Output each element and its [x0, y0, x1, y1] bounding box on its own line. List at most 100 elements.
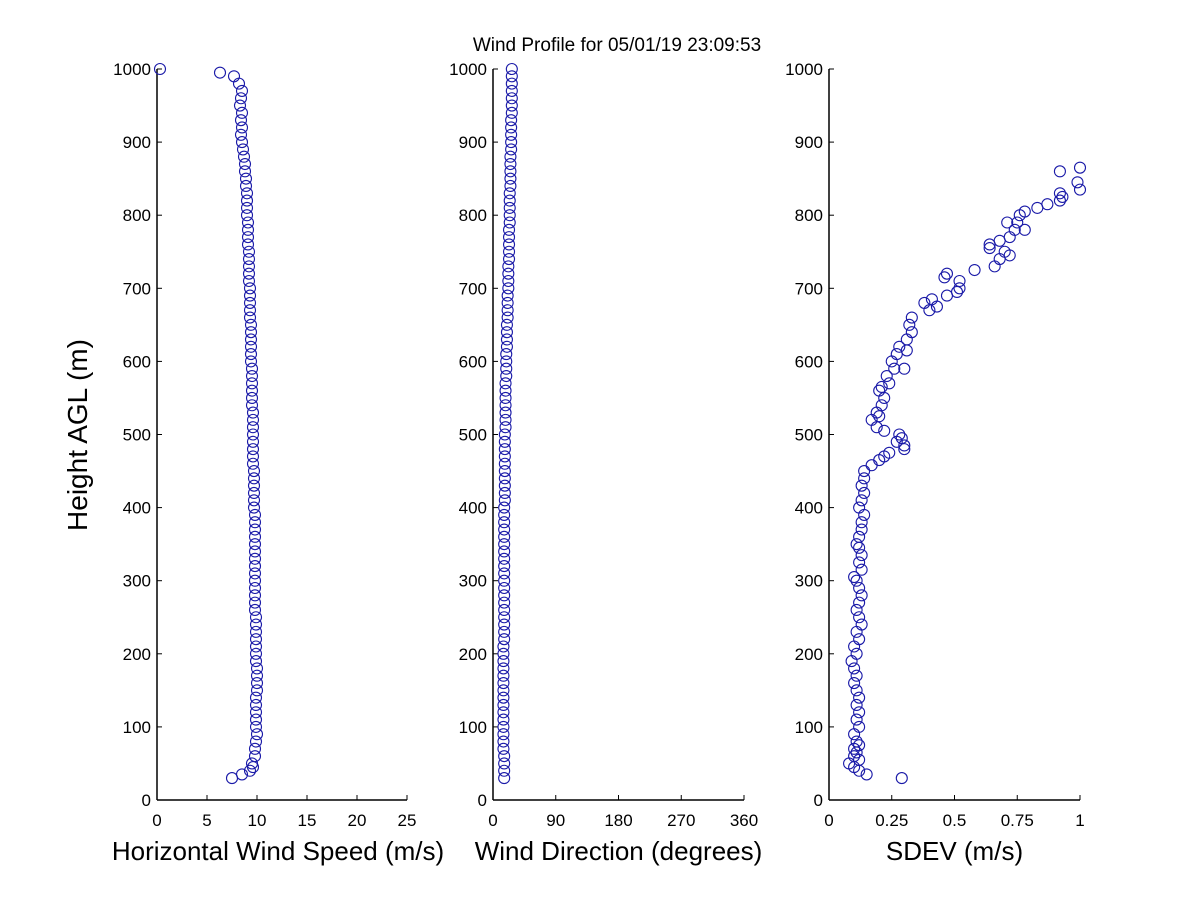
wind-speed-y-tick-label: 200 — [123, 645, 151, 664]
wind-speed-data-point — [243, 764, 257, 777]
sdev-data-point — [940, 289, 954, 302]
sdev-panel: 0 0.25 0.5 0.75 1 0 100 200 300 400 500 600 700 800 90… — [785, 60, 1087, 866]
wind-speed-data-point — [249, 655, 263, 668]
wind-direction-y-tick-label: 600 — [459, 352, 487, 371]
wind-speed-data-point — [250, 676, 264, 690]
wind-direction-data-point — [498, 545, 511, 558]
wind-direction-data-point — [505, 62, 518, 76]
wind-speed-data-point — [232, 77, 246, 90]
sdev-data-point — [853, 581, 866, 595]
wind-direction-data-point — [498, 450, 511, 463]
sdev-data-point — [848, 676, 861, 690]
wind-direction-data-point — [498, 501, 511, 514]
sdev-data-point — [855, 563, 868, 576]
wind-speed-data-point — [243, 282, 257, 295]
wind-speed-data-point — [243, 304, 257, 317]
wind-direction-x-axis-label: Wind Direction (degrees) — [475, 836, 763, 866]
wind-speed-data-point — [249, 647, 263, 660]
sdev-data-point — [848, 662, 861, 675]
sdev-data-point — [1073, 161, 1087, 174]
wind-speed-data-point — [245, 757, 259, 770]
sdev-data-point — [850, 735, 863, 748]
sdev-data-point — [850, 574, 863, 587]
wind-direction-data-point — [498, 443, 511, 456]
sdev-data-point — [845, 655, 858, 668]
wind-speed-data-point — [242, 267, 256, 280]
wind-direction-data-point — [505, 70, 518, 83]
wind-speed-data-point — [240, 194, 254, 207]
wind-speed-data-point — [246, 450, 260, 463]
sdev-data-point — [983, 242, 996, 255]
wind-speed-data-point — [242, 260, 256, 273]
sdev-data-point — [895, 432, 908, 445]
sdev-data-point — [860, 768, 873, 781]
wind-direction-data-point — [497, 691, 510, 704]
wind-direction-data-point — [498, 494, 511, 507]
wind-direction-data-point — [502, 245, 516, 258]
wind-direction-data-point — [501, 311, 514, 324]
wind-direction-data-point — [498, 603, 511, 616]
wind-direction-data-point — [505, 84, 518, 97]
wind-speed-data-point — [248, 523, 262, 536]
sdev-data-point — [1003, 231, 1016, 244]
wind-speed-data-point — [245, 391, 259, 405]
wind-speed-data-point — [238, 157, 252, 171]
wind-speed-data-point — [246, 761, 260, 774]
sdev-data-point — [905, 311, 918, 324]
wind-direction-x-tick-label: 0 — [488, 811, 497, 830]
wind-speed-data-point — [235, 768, 249, 781]
sdev-data-point — [903, 318, 916, 331]
wind-speed-data-point — [248, 742, 262, 755]
wind-direction-data-point — [497, 706, 510, 719]
sdev-data-point — [1018, 223, 1031, 236]
sdev-data-point — [968, 263, 981, 277]
wind-speed-data-point — [250, 728, 264, 741]
wind-speed-y-tick-label: 1000 — [113, 60, 151, 79]
wind-direction-x-tick-label: 90 — [546, 811, 565, 830]
wind-speed-data-point — [249, 611, 263, 624]
sdev-data-point — [1071, 176, 1084, 189]
sdev-data-point — [883, 377, 896, 390]
wind-speed-data-point — [235, 106, 249, 119]
wind-speed-data-point — [247, 501, 261, 514]
wind-speed-data-point — [248, 589, 262, 602]
wind-speed-data-point — [245, 377, 259, 390]
wind-speed-data-point — [234, 114, 248, 127]
sdev-data-point — [850, 698, 863, 712]
wind-speed-data-point — [239, 179, 253, 193]
sdev-data-point — [853, 596, 866, 609]
wind-direction-data-point — [497, 676, 510, 690]
wind-speed-data-point — [234, 128, 248, 141]
wind-speed-data-point — [245, 362, 259, 375]
sdev-data-point — [1053, 194, 1066, 207]
wind-speed-data-point — [244, 318, 258, 331]
wind-direction-data-point — [504, 179, 517, 193]
sdev-data-point — [853, 530, 866, 543]
sdev-data-point — [855, 589, 868, 602]
wind-direction-y-tick-label: 400 — [459, 499, 487, 518]
wind-speed-data-point — [249, 625, 263, 638]
wind-speed-data-point — [236, 143, 250, 156]
wind-direction-data-point — [497, 669, 510, 682]
wind-direction-data-point — [504, 172, 517, 185]
wind-direction-data-point — [498, 625, 511, 638]
wind-direction-data-point — [498, 618, 511, 631]
sdev-data-point — [918, 296, 931, 309]
sdev-data-point — [885, 355, 898, 368]
wind-direction-data-point — [498, 772, 511, 785]
sdev-data-point — [895, 772, 908, 785]
wind-direction-x-tick-label: 270 — [667, 811, 695, 830]
wind-speed-data-point — [249, 698, 263, 712]
wind-speed-data-point — [248, 567, 262, 580]
wind-direction-data-point — [502, 253, 516, 266]
wind-direction-data-point — [499, 421, 512, 434]
wind-direction-y-tick-label: 100 — [459, 718, 487, 737]
sdev-y-tick-label: 0 — [814, 791, 823, 810]
wind-speed-data-point — [249, 735, 263, 748]
wind-direction-y-tick-label: 0 — [478, 791, 487, 810]
wind-direction-data-point — [501, 296, 514, 309]
sdev-data-point — [898, 439, 911, 452]
wind-speed-data-point — [249, 713, 263, 726]
wind-speed-x-tick-label: 15 — [298, 811, 317, 830]
